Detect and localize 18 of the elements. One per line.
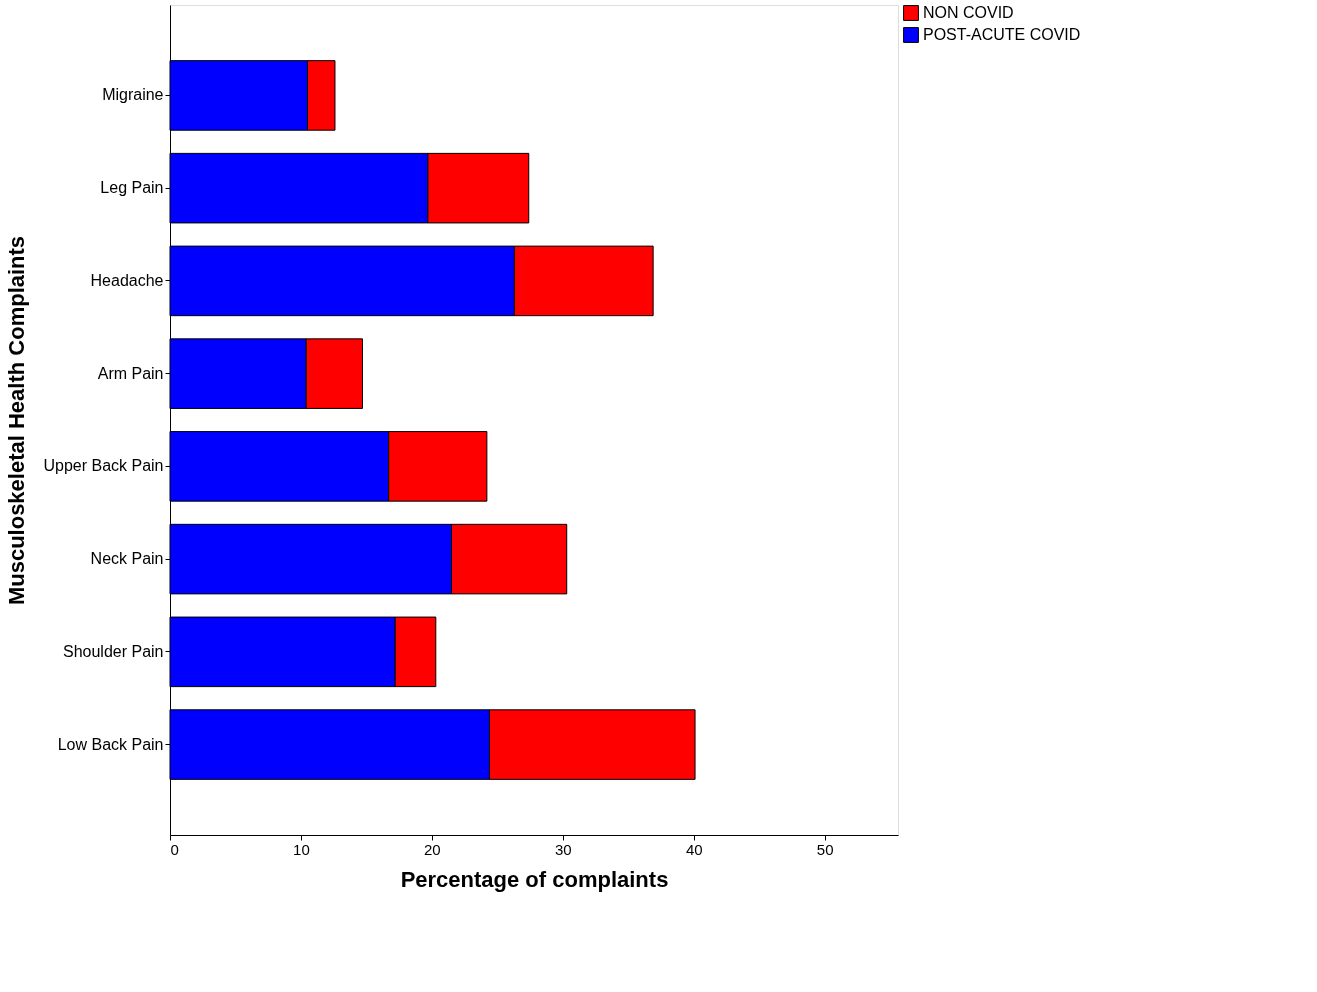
y-tick-label: Headache bbox=[90, 271, 164, 289]
y-tick-label: Low Back Pain bbox=[57, 735, 164, 753]
y-tick-label: Neck Pain bbox=[90, 550, 164, 568]
y-axis-title: Musculoskeletal Health Complaints bbox=[4, 235, 30, 606]
y-tick-label: Arm Pain bbox=[97, 364, 164, 382]
x-axis-title: Percentage of complaints bbox=[400, 866, 669, 892]
y-tick-label: Upper Back Pain bbox=[43, 457, 164, 475]
y-tick-label: Shoulder Pain bbox=[62, 642, 164, 660]
y-tick-label: Leg Pain bbox=[100, 179, 164, 197]
x-tick-label: 50 bbox=[816, 840, 834, 858]
x-tick-label: 40 bbox=[685, 840, 703, 858]
x-tick-label: 10 bbox=[293, 840, 310, 858]
x-tick-label: 30 bbox=[554, 840, 572, 858]
y-tick-label: Migraine bbox=[102, 86, 164, 104]
legend-label: POST-ACUTE COVID bbox=[923, 26, 1081, 43]
x-tick-label: 0 bbox=[170, 840, 179, 858]
legend-label: NON COVID bbox=[923, 4, 1014, 21]
x-tick-label: 20 bbox=[424, 840, 441, 858]
